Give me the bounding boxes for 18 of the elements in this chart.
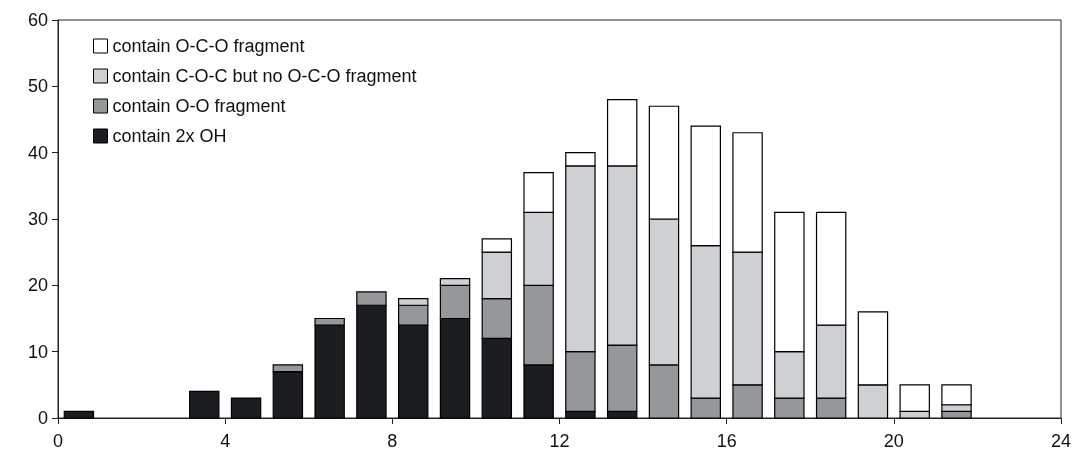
legend-label: contain C-O-C but no O-C-O fragment — [112, 66, 417, 86]
y-tick-label: 20 — [27, 275, 48, 296]
legend-label: contain O-C-O fragment — [112, 36, 305, 56]
y-tick-label: 50 — [27, 76, 48, 97]
x-tick-label: 0 — [52, 431, 64, 451]
y-tick-label: 10 — [27, 341, 48, 362]
x-tick-label: 24 — [1050, 431, 1072, 451]
x-tick-label: 20 — [883, 431, 904, 451]
x-tick-label: 8 — [387, 431, 398, 451]
legend-label: contain O-O fragment — [112, 96, 286, 116]
y-tick-label: 60 — [27, 10, 48, 30]
y-tick-label: 40 — [27, 142, 48, 163]
legend-label: contain 2x OH — [112, 126, 227, 146]
y-tick-label: 30 — [27, 209, 48, 229]
y-tick-label: 0 — [37, 408, 48, 428]
x-tick-label: 12 — [549, 431, 570, 451]
x-tick-label: 16 — [716, 431, 737, 451]
x-tick-label: 4 — [220, 431, 231, 451]
